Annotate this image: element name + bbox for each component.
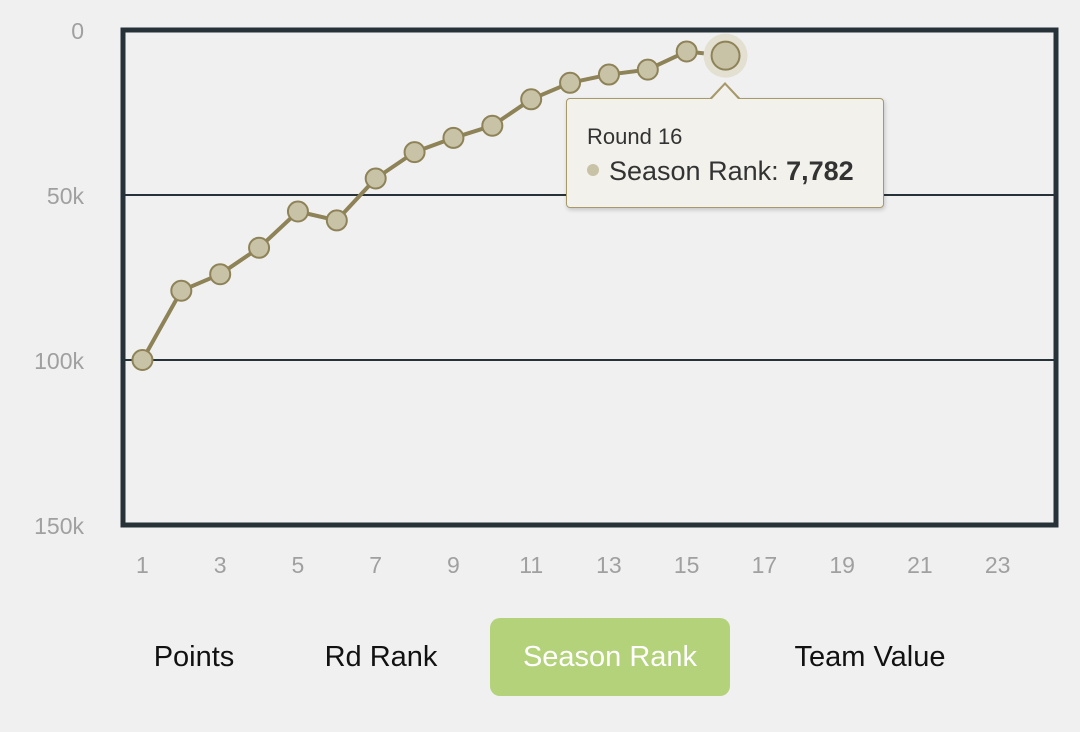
- data-point: [636, 58, 659, 81]
- data-point: [403, 141, 426, 164]
- x-tick-label: 1: [136, 552, 149, 578]
- series-dot-icon: [587, 164, 599, 176]
- x-tick-label: 3: [214, 552, 227, 578]
- data-point-highlight: [710, 40, 741, 71]
- x-tick-label: 7: [369, 552, 382, 578]
- data-point: [325, 209, 348, 232]
- x-tick-label: 21: [907, 552, 933, 578]
- x-tick-label: 19: [829, 552, 855, 578]
- data-point: [675, 40, 698, 63]
- data-point: [520, 88, 543, 111]
- y-tick-label: 100k: [34, 348, 84, 374]
- tooltip-label: Season Rank:: [609, 156, 787, 186]
- tab-team-value[interactable]: Team Value: [794, 641, 946, 673]
- tooltip-row: Season Rank: 7,782: [587, 156, 854, 187]
- y-tick-label: 0: [71, 18, 84, 44]
- x-tick-label: 13: [596, 552, 622, 578]
- tab-season-rank[interactable]: Season Rank: [490, 618, 730, 696]
- data-point: [131, 349, 154, 371]
- series-line: [140, 49, 726, 361]
- x-tick-label: 17: [752, 552, 778, 578]
- data-point: [170, 279, 193, 302]
- tooltip-value: 7,782: [786, 156, 854, 186]
- tooltip-arrow-inner: [711, 85, 739, 100]
- tab-rd-rank[interactable]: Rd Rank: [324, 641, 438, 673]
- chart-area: 0 50k 100k 150k 1 3 5 7 9 11 13 15 17 19 21 23 Round 16…: [34, 18, 1059, 578]
- x-tick-label: 23: [985, 552, 1011, 578]
- tab-points[interactable]: Points: [153, 641, 235, 673]
- y-tick-label: 50k: [47, 183, 85, 209]
- x-tick-label: 5: [292, 552, 305, 578]
- x-tick-label: 15: [674, 552, 700, 578]
- x-tick-label: 9: [447, 552, 460, 578]
- tooltip: Round 16 Season Rank: 7,782: [566, 98, 884, 208]
- plot-frame: [120, 27, 1059, 528]
- data-point: [248, 236, 271, 259]
- data-point: [442, 126, 465, 149]
- data-point: [559, 71, 582, 94]
- data-point: [286, 200, 309, 223]
- chart-tabs: Points Rd Rank Season Rank Team Value: [0, 618, 1080, 696]
- tooltip-title: Round 16: [587, 124, 683, 149]
- data-point: [597, 63, 620, 86]
- data-point: [209, 263, 232, 286]
- data-point: [481, 114, 504, 137]
- data-point: [364, 167, 387, 190]
- y-tick-label: 150k: [34, 513, 84, 539]
- x-tick-label: 11: [519, 552, 543, 578]
